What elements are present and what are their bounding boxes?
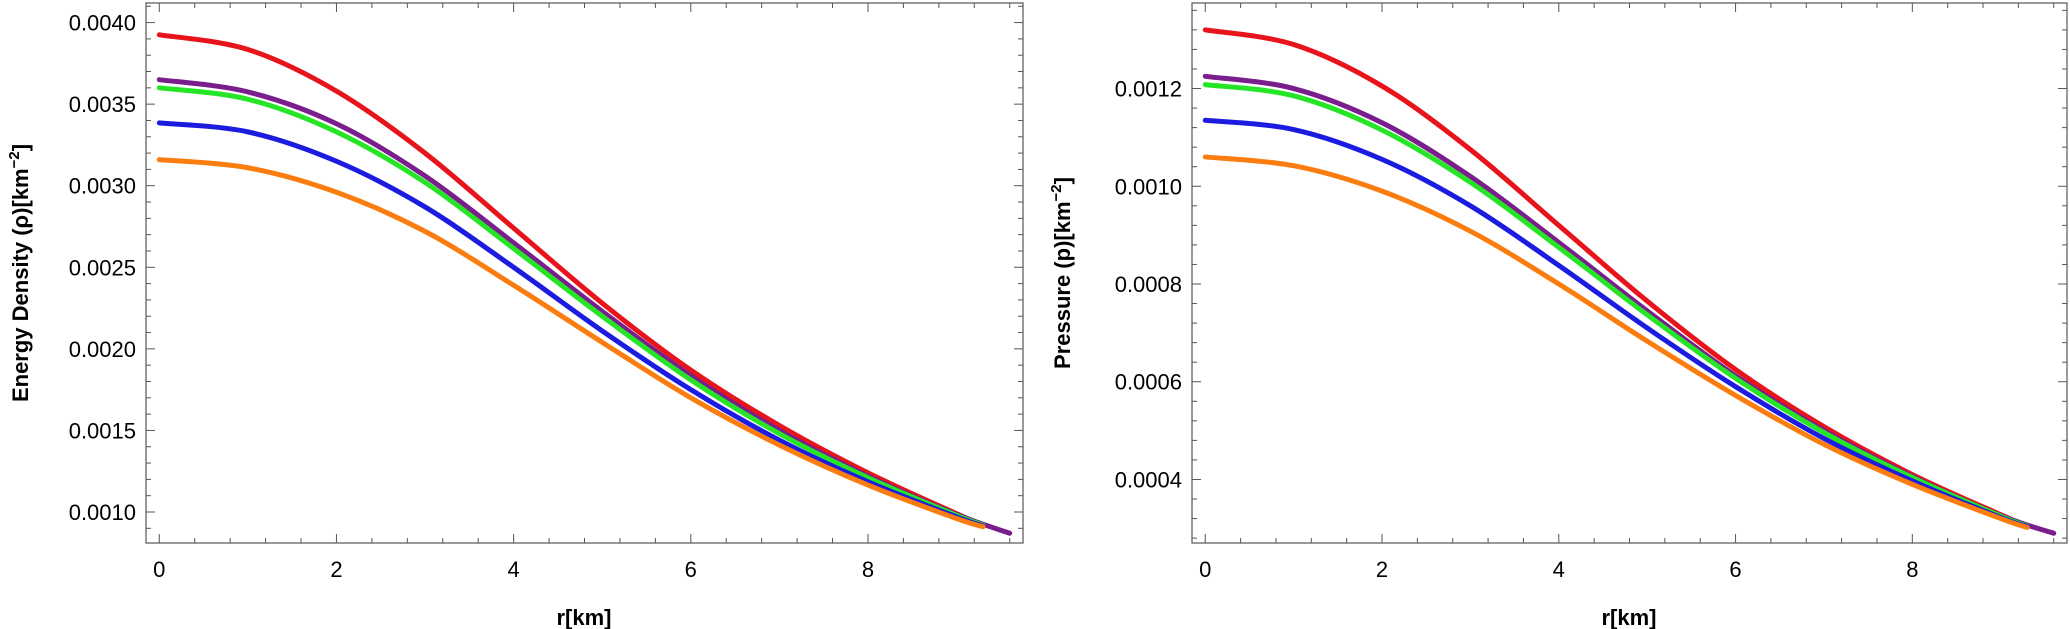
axis-ticks [1192,3,2067,543]
series-line [156,85,986,528]
x-tick-label: 6 [1729,557,1741,582]
y-axis-label: Energy Density (ρ)[km−2] [6,144,33,402]
x-tick-label: 0 [153,557,165,582]
y-tick-label: 0.0015 [69,418,136,443]
y-tick-label: 0.0006 [1115,370,1182,395]
y-tick-label: 0.0035 [69,92,136,117]
plot-frame [1191,2,2068,544]
y-tick-label: 0.0040 [69,11,136,36]
y-tick-label: 0.0008 [1115,272,1182,297]
series-line [1202,154,2030,530]
y-tick-label: 0.0020 [69,337,136,362]
axis-ticks [146,3,1023,543]
y-axis-label-tail: ] [1050,177,1075,184]
energy-density-chart: 0 2 4 6 8 0.0010 0.0015 0.0020 0.0025 0.0030 0.003… [6,2,1024,629]
y-tick-label: 0.0012 [1115,77,1182,102]
x-tick-label: 4 [1553,557,1565,582]
pressure-chart: 0 2 4 6 8 0.0004 0.0006 0.0008 0.0010 0.0012 r[km… [1048,2,2068,629]
y-axis-label-main: Energy Density (ρ)[km [8,168,33,402]
y-axis-label-sup: −2 [1048,184,1065,201]
series-line [1202,82,2030,529]
x-axis-label: r[km] [1601,605,1656,629]
tick-labels: 0 2 4 6 8 0.0010 0.0015 0.0020 0.0025 0.0030 0.003… [69,11,874,582]
x-tick-label: 8 [1906,557,1918,582]
data-series [1202,27,2057,536]
data-series [156,32,1013,536]
y-tick-label: 0.0010 [69,500,136,525]
series-line [1202,117,2030,529]
x-tick-label: 6 [685,557,697,582]
series-line [156,77,1013,536]
x-tick-label: 4 [508,557,520,582]
series-line [156,120,986,529]
series-line [156,32,986,528]
y-tick-label: 0.0025 [69,255,136,280]
y-axis-label-tail: ] [8,144,33,151]
y-axis-label-main: Pressure (p)[km [1050,201,1075,369]
x-axis-label: r[km] [556,605,611,629]
y-tick-label: 0.0004 [1115,467,1182,492]
x-tick-label: 0 [1199,557,1211,582]
x-tick-label: 8 [862,557,874,582]
tick-labels: 0 2 4 6 8 0.0004 0.0006 0.0008 0.0010 0.0012 [1115,77,1919,582]
x-tick-label: 2 [1376,557,1388,582]
y-tick-label: 0.0010 [1115,174,1182,199]
y-axis-label-sup: −2 [6,151,23,168]
y-axis-label: Pressure (p)[km−2] [1048,177,1075,369]
series-line [156,157,986,530]
plot-frame [145,2,1024,544]
x-tick-label: 2 [330,557,342,582]
series-line [1202,73,2057,536]
y-tick-label: 0.0030 [69,174,136,199]
